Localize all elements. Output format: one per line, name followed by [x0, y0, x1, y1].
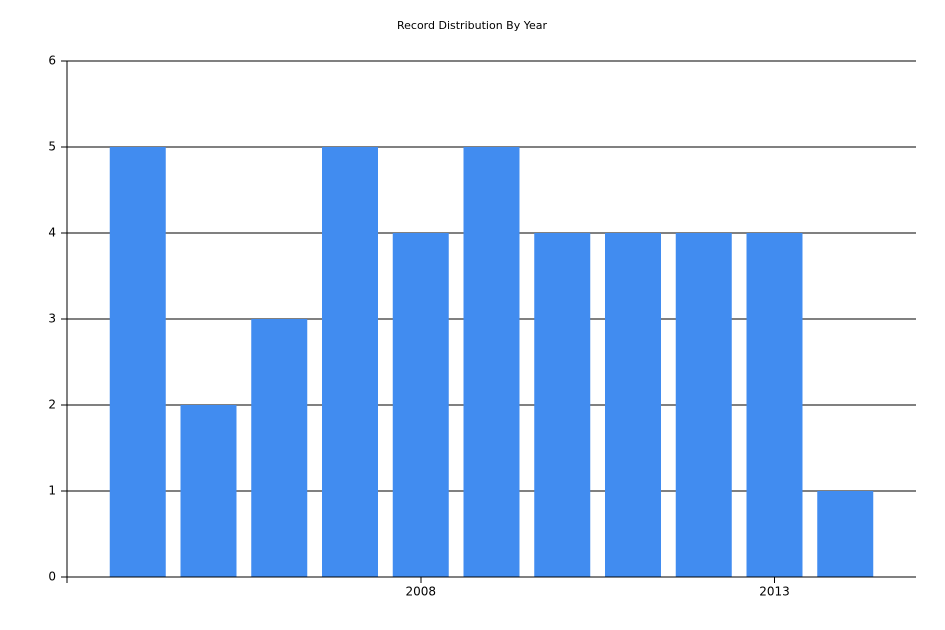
bar: [392, 233, 449, 577]
x-tick-label: 2008: [405, 585, 436, 599]
bar: [675, 233, 732, 577]
y-tick-label: 0: [48, 570, 56, 584]
bar: [109, 147, 166, 577]
bar: [463, 147, 520, 577]
chart-title: Record Distribution By Year: [397, 19, 547, 32]
y-tick-label: 4: [48, 226, 56, 240]
y-tick-label: 3: [48, 312, 56, 326]
y-tick-label: 5: [48, 140, 56, 154]
x-tick-label: 2013: [759, 585, 790, 599]
bar: [746, 233, 803, 577]
bar: [817, 491, 874, 577]
bar: [180, 405, 237, 577]
bar: [251, 319, 308, 577]
y-tick-label: 2: [48, 398, 56, 412]
y-tick-label: 1: [48, 484, 56, 498]
y-tick-label: 6: [48, 54, 56, 68]
bar: [534, 233, 591, 577]
bar: [322, 147, 378, 577]
bar: [605, 233, 661, 577]
